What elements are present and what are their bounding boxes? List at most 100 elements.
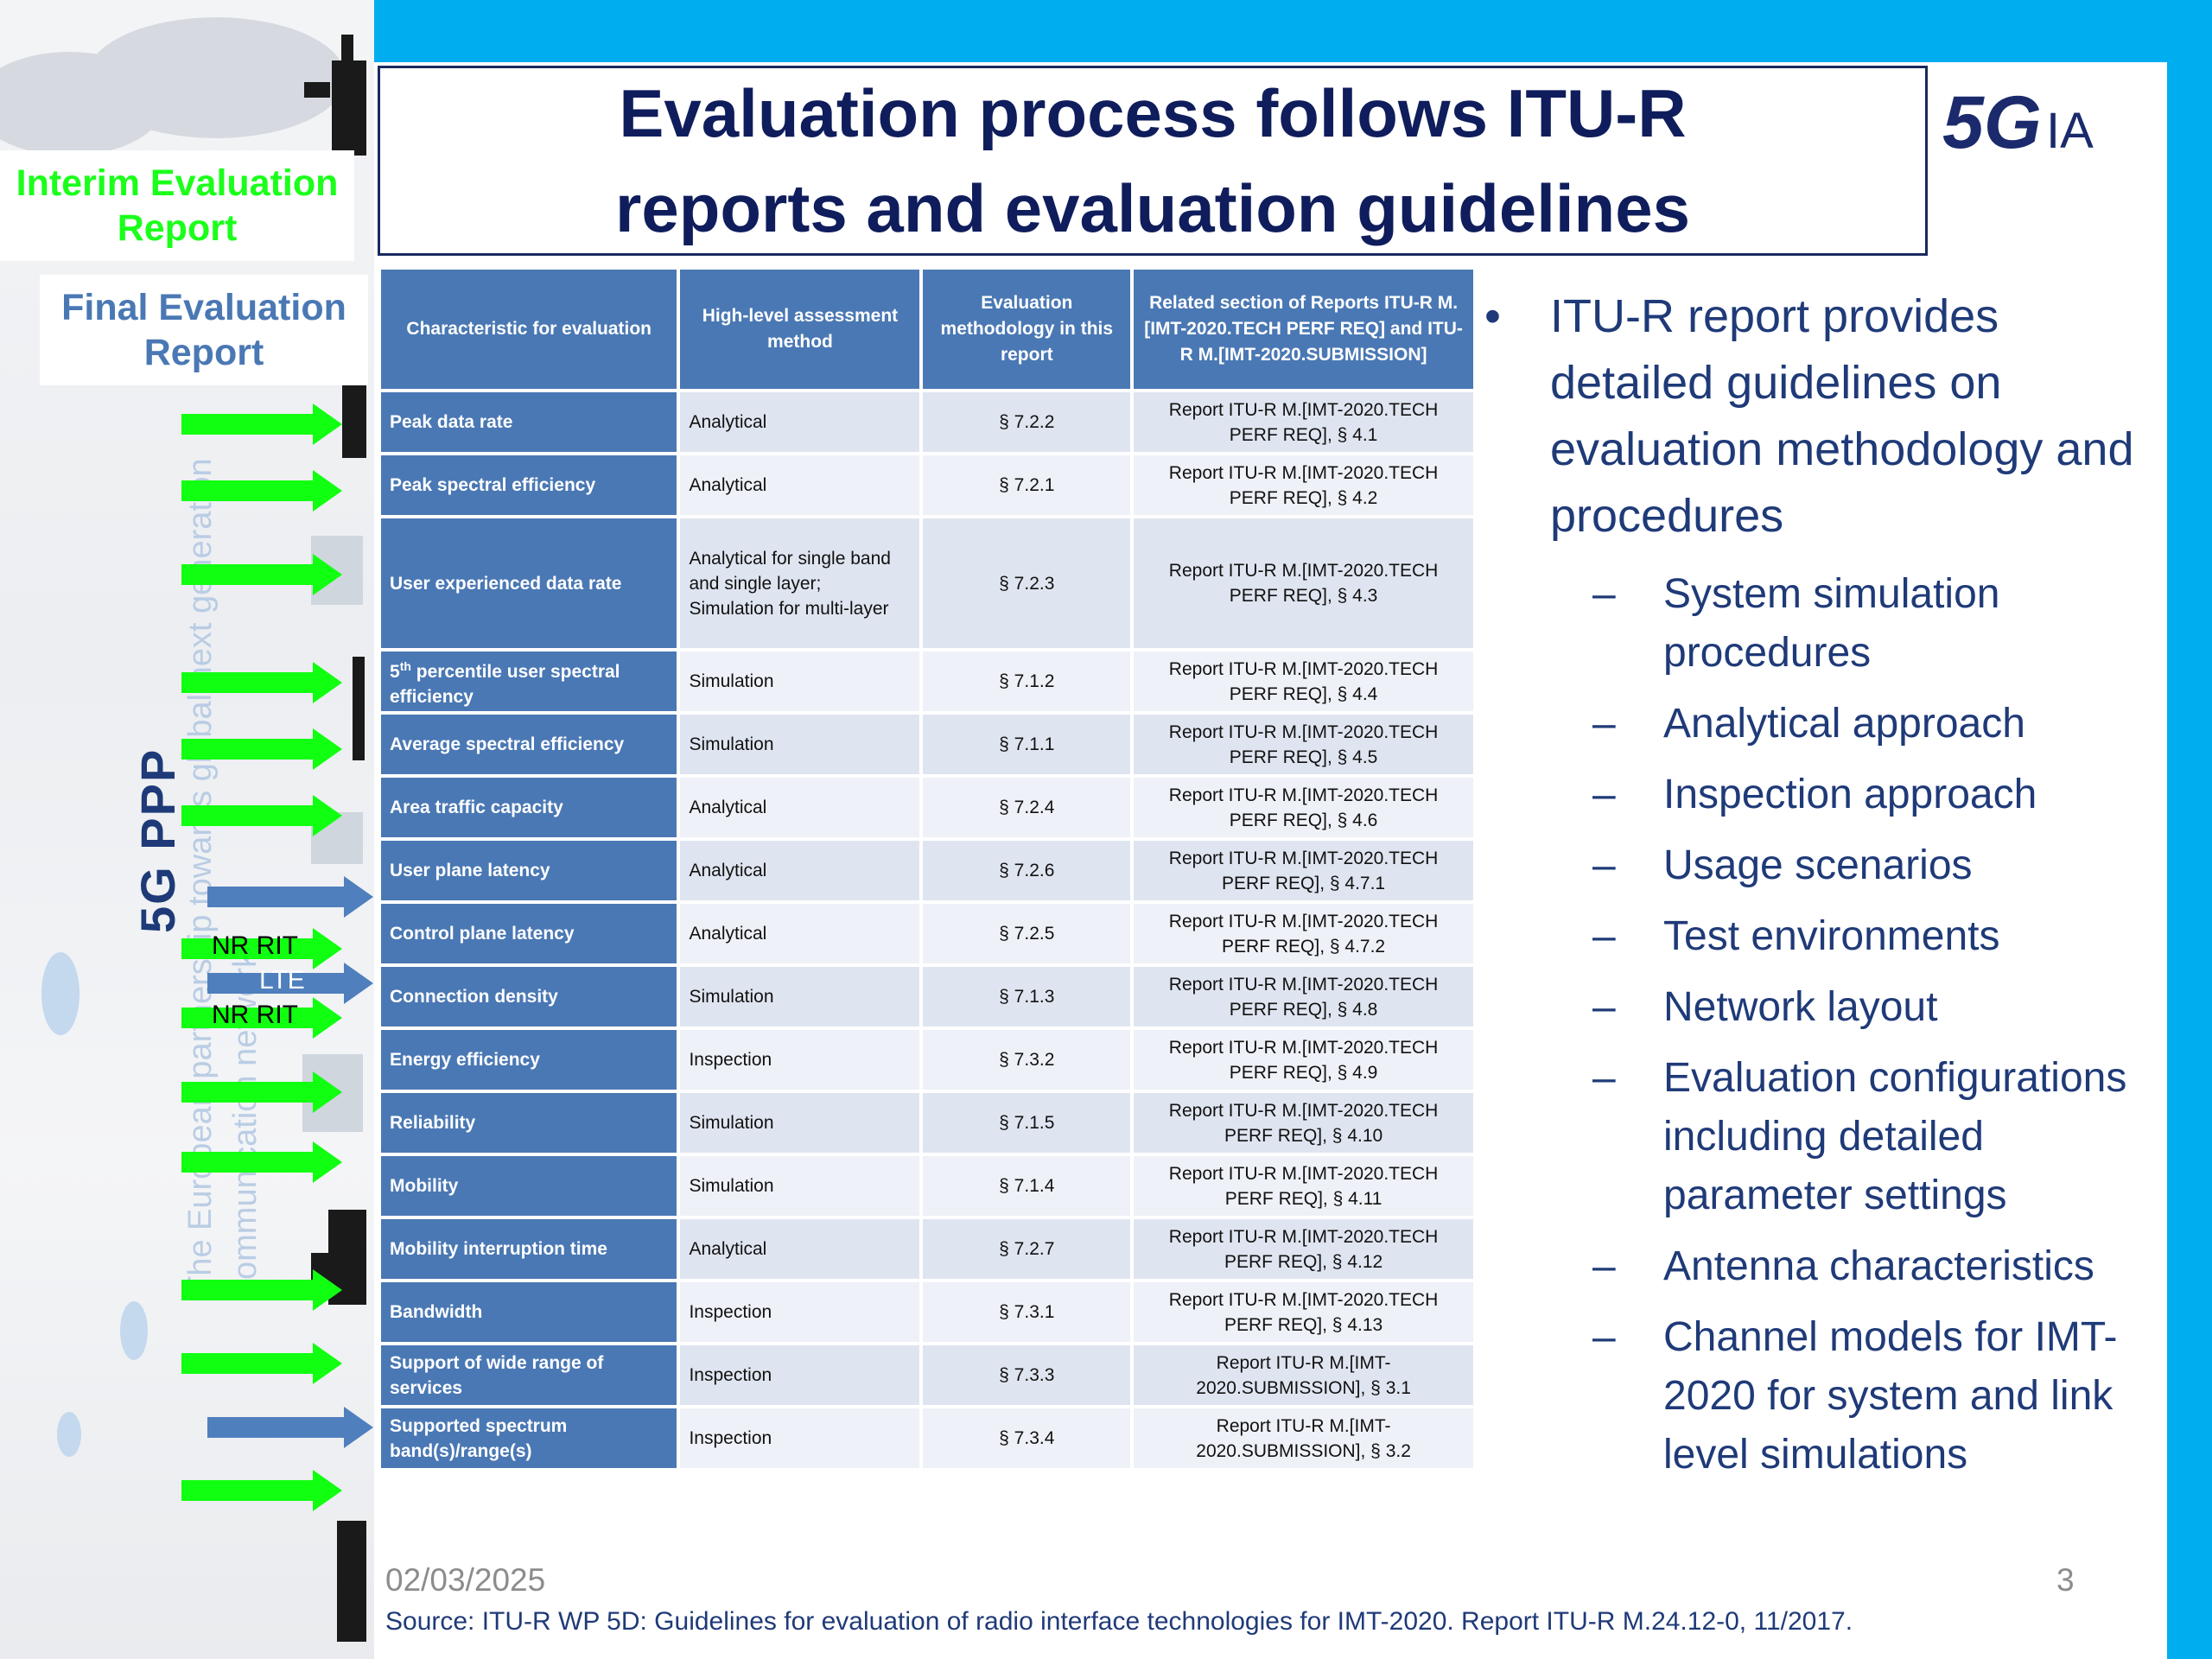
cell-related-report: Report ITU-R M.[IMT-2020.TECH PERF REQ],… (1134, 518, 1473, 648)
sub-bullet-text: Antenna characteristics (1663, 1243, 2094, 1289)
table-row: Bandwidth Inspection § 7.3.1 Report ITU-R M… (381, 1282, 1473, 1342)
cell-assessment-method: Analytical (680, 841, 920, 900)
cell-methodology-section: § 7.2.4 (923, 778, 1131, 837)
cell-related-report: Report ITU-R M.[IMT-2020.TECH PERF REQ],… (1134, 392, 1473, 452)
evaluation-table: Characteristic for evaluation High-level… (378, 266, 1477, 1471)
arrow-right-icon (181, 1269, 342, 1311)
table-row: Mobility Simulation § 7.1.4 Report ITU-R M.… (381, 1156, 1473, 1216)
top-accent-bar (374, 0, 2167, 62)
cell-methodology-section: § 7.3.1 (923, 1282, 1131, 1342)
cell-methodology-section: § 7.1.4 (923, 1156, 1131, 1216)
arrow-tag-lte: LTE (259, 966, 305, 995)
cell-related-report: Report ITU-R M.[IMT-2020.TECH PERF REQ],… (1134, 1156, 1473, 1216)
dash-icon: – (1592, 701, 1616, 747)
arrow-right-icon (181, 1071, 342, 1113)
cell-assessment-method: Inspection (680, 1345, 920, 1405)
table-row: Control plane latency Analytical § 7.2.5 Re… (381, 904, 1473, 963)
footer-source: Source: ITU-R WP 5D: Guidelines for eval… (385, 1607, 1853, 1636)
logo-text-5g: 5G (1942, 83, 2042, 164)
bullet-dot-icon: • (1484, 290, 1501, 342)
cell-characteristic: User plane latency (381, 841, 677, 900)
sub-bullet-text: Usage scenarios (1663, 842, 1973, 888)
cell-related-report: Report ITU-R M.[IMT-2020.TECH PERF REQ],… (1134, 1093, 1473, 1153)
cell-assessment-method: Simulation (680, 652, 920, 711)
cell-related-report: Report ITU-R M.[IMT-2020.TECH PERF REQ],… (1134, 841, 1473, 900)
slide-title: Evaluation process follows ITU-R reports… (615, 75, 1690, 246)
column-header-related-section: Related section of Reports ITU-R M.[IMT-… (1134, 270, 1473, 389)
table-row: Supported spectrum band(s)/range(s) Inspe… (381, 1408, 1473, 1468)
final-evaluation-badge: Final Evaluation Report (40, 275, 368, 385)
cell-characteristic: Bandwidth (381, 1282, 677, 1342)
dash-icon: – (1592, 772, 1616, 817)
cell-methodology-section: § 7.2.7 (923, 1219, 1131, 1279)
arrow-right-icon (207, 1407, 373, 1448)
cell-assessment-method: Analytical (680, 392, 920, 452)
arrow-right-icon (207, 876, 373, 918)
dash-icon: – (1592, 1243, 1616, 1289)
cell-characteristic: User experienced data rate (381, 518, 677, 648)
cell-methodology-section: § 7.2.1 (923, 455, 1131, 515)
cell-assessment-method: Simulation (680, 1156, 920, 1216)
cell-characteristic: Reliability (381, 1093, 677, 1153)
cell-assessment-method: Inspection (680, 1408, 920, 1468)
cell-related-report: Report ITU-R M.[IMT-2020.TECH PERF REQ],… (1134, 1282, 1473, 1342)
cell-characteristic: Control plane latency (381, 904, 677, 963)
interim-evaluation-badge: Interim Evaluation Report (0, 150, 354, 261)
table-row: Average spectral efficiency Simulation § 7… (381, 715, 1473, 774)
cell-characteristic: Mobility (381, 1156, 677, 1216)
cell-characteristic: 5th percentile user spectral efficiency (381, 652, 677, 711)
cell-methodology-section: § 7.3.3 (923, 1345, 1131, 1405)
column-header-characteristic: Characteristic for evaluation (381, 270, 677, 389)
cell-assessment-method: Simulation (680, 715, 920, 774)
cell-characteristic: Supported spectrum band(s)/range(s) (381, 1408, 677, 1468)
arrow-right-icon (181, 1470, 342, 1511)
sub-bullet: – Usage scenarios (1484, 836, 2167, 895)
arrow-right-icon (181, 795, 342, 836)
cell-assessment-method: Simulation (680, 1093, 920, 1153)
cell-methodology-section: § 7.2.5 (923, 904, 1131, 963)
cell-characteristic: Peak data rate (381, 392, 677, 452)
table-row: Reliability Simulation § 7.1.5 Report ITU-R… (381, 1093, 1473, 1153)
5gia-logo: 5G IA (1942, 83, 2094, 164)
arrow-right-icon (181, 554, 342, 595)
arrow-right-icon (181, 997, 342, 1039)
cell-characteristic: Peak spectral efficiency (381, 455, 677, 515)
dash-icon: – (1592, 984, 1616, 1030)
cell-related-report: Report ITU-R M.[IMT-2020.TECH PERF REQ],… (1134, 1219, 1473, 1279)
page-number: 3 (2056, 1562, 2075, 1598)
arrow-right-icon (207, 963, 373, 1004)
footer-date: 02/03/2025 (385, 1562, 546, 1598)
sub-bullet: – Antenna characteristics (1484, 1237, 2167, 1296)
cell-assessment-method: Inspection (680, 1030, 920, 1090)
table-row: 5th percentile user spectral efficiency S… (381, 652, 1473, 711)
sub-bullet-text: Test environments (1663, 913, 2000, 959)
main-bullet: • ITU-R report provides detailed guideli… (1484, 283, 2167, 550)
bullet-list: • ITU-R report provides detailed guideli… (1484, 283, 2167, 1484)
sub-bullet-list: – System simulation procedures – Analytical… (1484, 565, 2167, 1484)
cell-related-report: Report ITU-R M.[IMT-2020.TECH PERF REQ],… (1134, 652, 1473, 711)
sub-bullet: – Network layout (1484, 978, 2167, 1037)
sub-bullet: – Channel models for IMT-2020 for system … (1484, 1308, 2167, 1484)
sub-bullet-text: Evaluation configurations including deta… (1663, 1055, 2127, 1218)
table-row: Mobility interruption time Analytical § 7.… (381, 1219, 1473, 1279)
right-accent-bar (2167, 0, 2212, 1659)
cell-characteristic: Energy efficiency (381, 1030, 677, 1090)
cell-related-report: Report ITU-R M.[IMT-2020.SUBMISSION], § … (1134, 1345, 1473, 1405)
logo-text-ia: IA (2046, 103, 2094, 159)
cell-characteristic: Average spectral efficiency (381, 715, 677, 774)
arrow-right-icon (181, 404, 342, 445)
cell-related-report: Report ITU-R M.[IMT-2020.TECH PERF REQ],… (1134, 455, 1473, 515)
cell-methodology-section: § 7.3.4 (923, 1408, 1131, 1468)
dash-icon: – (1592, 842, 1616, 888)
table-row: Support of wide range of services Inspect… (381, 1345, 1473, 1405)
table-row: Connection density Simulation § 7.1.3 Repor… (381, 967, 1473, 1027)
table-row: Peak spectral efficiency Analytical § 7.2.… (381, 455, 1473, 515)
arrow-right-icon (181, 728, 342, 770)
column-header-assessment-method: High-level assessment method (680, 270, 920, 389)
arrow-right-icon (181, 1141, 342, 1183)
sub-bullet: – Inspection approach (1484, 766, 2167, 824)
cell-methodology-section: § 7.1.5 (923, 1093, 1131, 1153)
sub-bullet: – Analytical approach (1484, 695, 2167, 753)
cell-assessment-method: Analytical for single band and single la… (680, 518, 920, 648)
left-decorative-panel: Interim Evaluation Report Final Evaluati… (0, 0, 374, 1659)
